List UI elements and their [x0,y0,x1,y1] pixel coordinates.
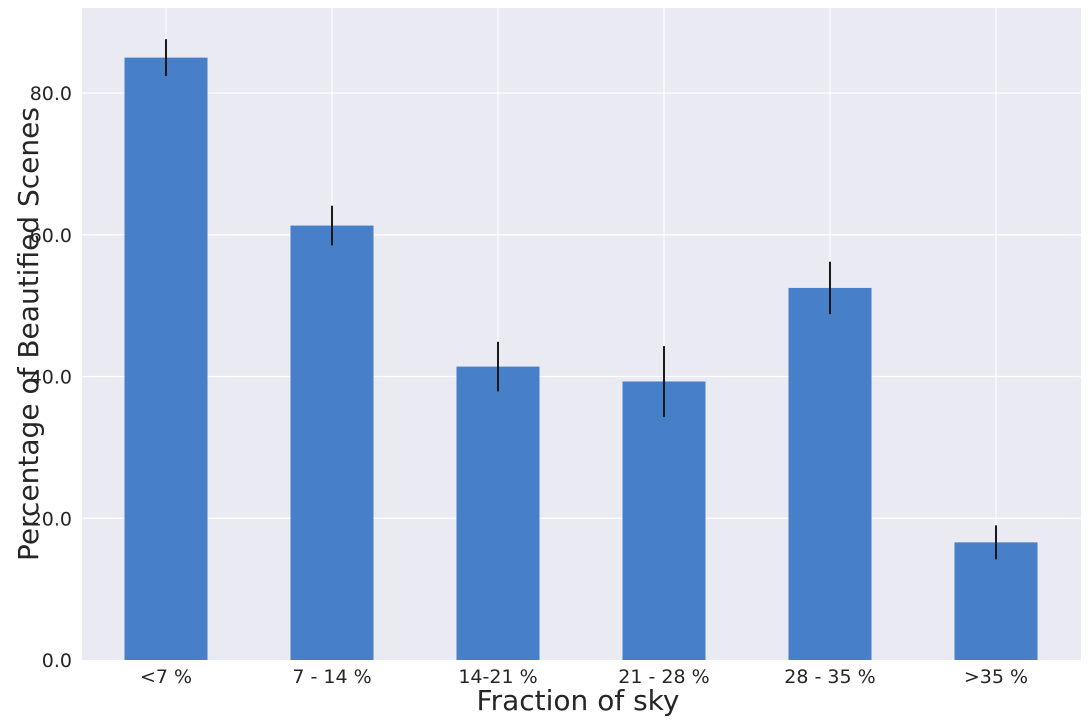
y-tick-label: 20.0 [30,508,72,530]
bar [954,542,1038,660]
bar [788,287,872,660]
bar [124,57,208,660]
y-tick-label: 40.0 [30,367,72,389]
bar [290,225,374,660]
y-tick-labels: 0.0 20.0 40.0 60.0 80.0 [30,83,72,672]
x-tick-label: 7 - 14 % [292,666,371,688]
x-tick-label: 21 - 28 % [618,666,709,688]
y-tick-label: 0.0 [42,650,72,672]
x-tick-label: 28 - 35 % [784,666,875,688]
bar [622,381,706,660]
bars [124,57,1038,660]
x-axis-label: Fraction of sky [477,684,680,717]
bar [456,366,540,660]
x-tick-label: >35 % [964,666,1028,688]
x-tick-labels: <7 % 7 - 14 % 14-21 % 21 - 28 % 28 - 35 % >35… [140,666,1028,688]
plot-background [82,8,1081,660]
y-tick-label: 60.0 [30,225,72,247]
y-tick-label: 80.0 [30,83,72,105]
y-axis-label: Percentage of Beautified Scenes [12,107,45,561]
error-bars [165,39,997,560]
x-tick-label: <7 % [140,666,192,688]
x-tick-label: 14-21 % [458,666,537,688]
